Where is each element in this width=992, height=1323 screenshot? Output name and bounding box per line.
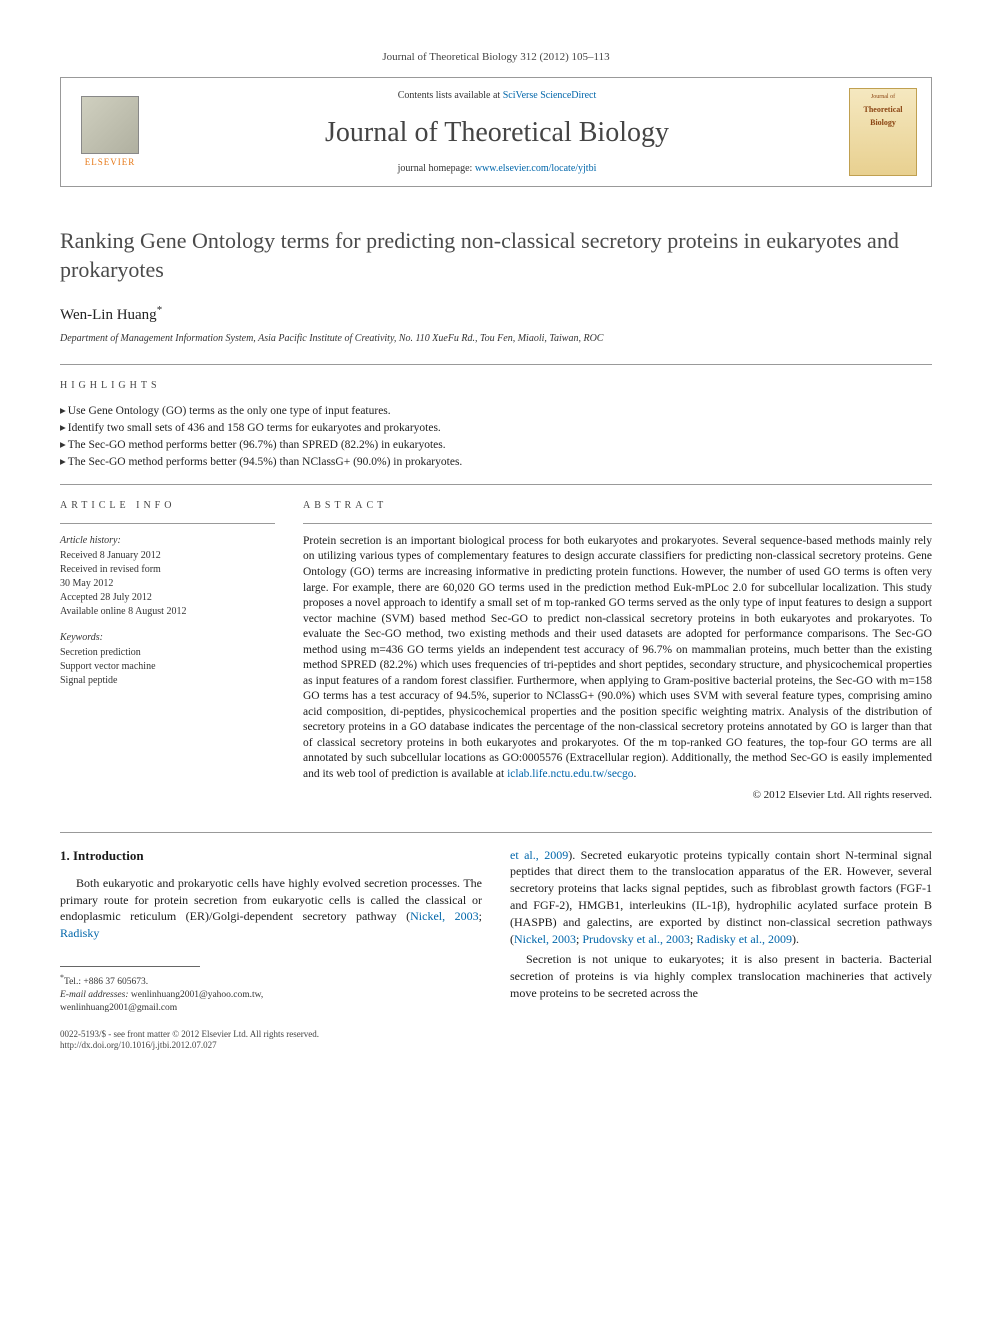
citation-link[interactable]: Nickel, 2003 <box>514 932 576 946</box>
elsevier-tree-icon <box>81 96 139 154</box>
email: wenlinhuang2001@gmail.com <box>60 1002 482 1015</box>
homepage-prefix: journal homepage: <box>398 163 475 174</box>
doi-link[interactable]: http://dx.doi.org/10.1016/j.jtbi.2012.07… <box>60 1040 482 1052</box>
keyword: Secretion prediction <box>60 646 275 660</box>
divider <box>60 364 932 365</box>
citation-link[interactable]: Nickel, 2003 <box>410 909 479 923</box>
highlight-text: Identify two small sets of 436 and 158 G… <box>68 422 441 434</box>
divider <box>60 523 275 524</box>
footnote-block: *Tel.: +886 37 605673. E-mail addresses:… <box>60 973 482 1015</box>
copyright-line: © 2012 Elsevier Ltd. All rights reserved… <box>303 788 932 803</box>
intro-paragraph: Secretion is not unique to eukaryotes; i… <box>510 951 932 1001</box>
elsevier-logo: ELSEVIER <box>75 96 145 169</box>
email: wenlinhuang2001@yahoo.com.tw, <box>131 990 263 1000</box>
citation-link[interactable]: et al., 2009 <box>510 848 568 862</box>
cover-line3: Biology <box>852 117 914 128</box>
article-info-label: ARTICLE INFO <box>60 499 275 513</box>
intro-paragraph: Both eukaryotic and prokaryotic cells ha… <box>60 875 482 942</box>
author-name: Wen-Lin Huang <box>60 307 157 323</box>
bullet-icon: ▸ <box>60 439 66 451</box>
abstract-body: Protein secretion is an important biolog… <box>303 535 932 780</box>
received-date: Received 8 January 2012 <box>60 549 275 563</box>
cover-line2: Theoretical <box>852 104 914 115</box>
highlight-text: The Sec-GO method performs better (94.5%… <box>68 456 463 468</box>
tel-line: *Tel.: +886 37 605673. <box>60 973 482 989</box>
highlight-item: ▸The Sec-GO method performs better (96.7… <box>60 437 932 453</box>
affiliation: Department of Management Information Sys… <box>60 332 932 346</box>
divider <box>303 523 932 524</box>
intro-paragraph: et al., 2009). Secreted eukaryotic prote… <box>510 847 932 948</box>
highlights-label: HIGHLIGHTS <box>60 379 932 393</box>
highlight-item: ▸The Sec-GO method performs better (94.5… <box>60 454 932 470</box>
citation-link[interactable]: Radisky et al., 2009 <box>696 932 792 946</box>
elsevier-label: ELSEVIER <box>85 156 136 169</box>
issn-line: 0022-5193/$ - see front matter © 2012 El… <box>60 1029 482 1052</box>
accepted-date: Accepted 28 July 2012 <box>60 591 275 605</box>
cover-line1: Journal of <box>852 93 914 101</box>
bullet-icon: ▸ <box>60 456 66 468</box>
footnote-divider <box>60 966 200 967</box>
citation-link[interactable]: Prudovsky et al., 2003 <box>582 932 690 946</box>
contents-line: Contents lists available at SciVerse Sci… <box>145 89 849 103</box>
keywords-head: Keywords: <box>60 631 275 645</box>
abstract-tail: . <box>634 768 637 780</box>
highlight-item: ▸Use Gene Ontology (GO) terms as the onl… <box>60 403 932 419</box>
divider <box>60 484 932 485</box>
homepage-link[interactable]: www.elsevier.com/locate/yjtbi <box>475 163 597 174</box>
revised-date: Received in revised form <box>60 563 275 577</box>
abstract-label: ABSTRACT <box>303 499 932 513</box>
intro-text: ). <box>792 932 799 946</box>
homepage-line: journal homepage: www.elsevier.com/locat… <box>145 162 849 176</box>
contents-prefix: Contents lists available at <box>398 90 503 101</box>
article-info: Article history: Received 8 January 2012… <box>60 534 275 688</box>
abstract-text: Protein secretion is an important biolog… <box>303 534 932 782</box>
keyword: Support vector machine <box>60 660 275 674</box>
journal-cover-icon: Journal of Theoretical Biology <box>849 88 917 176</box>
front-matter: 0022-5193/$ - see front matter © 2012 El… <box>60 1029 482 1041</box>
journal-name: Journal of Theoretical Biology <box>145 113 849 152</box>
highlights-list: ▸Use Gene Ontology (GO) terms as the onl… <box>60 403 932 470</box>
tool-link[interactable]: iclab.life.nctu.edu.tw/secgo <box>507 768 633 780</box>
online-date: Available online 8 August 2012 <box>60 605 275 619</box>
email-label: E-mail addresses: <box>60 990 129 1000</box>
revised-date: 30 May 2012 <box>60 577 275 591</box>
keyword: Signal peptide <box>60 674 275 688</box>
highlight-text: Use Gene Ontology (GO) terms as the only… <box>68 405 391 417</box>
bullet-icon: ▸ <box>60 405 66 417</box>
journal-header: ELSEVIER Contents lists available at Sci… <box>60 77 932 187</box>
divider <box>60 832 932 833</box>
highlight-item: ▸Identify two small sets of 436 and 158 … <box>60 420 932 436</box>
author-line: Wen-Lin Huang* <box>60 303 932 326</box>
history-head: Article history: <box>60 534 275 548</box>
intro-heading: 1. Introduction <box>60 847 482 865</box>
sciencedirect-link[interactable]: SciVerse ScienceDirect <box>503 90 597 101</box>
citation-link[interactable]: Radisky <box>60 926 99 940</box>
intro-text: ; <box>479 909 482 923</box>
corresponding-mark: * <box>157 304 163 316</box>
bullet-icon: ▸ <box>60 422 66 434</box>
journal-reference: Journal of Theoretical Biology 312 (2012… <box>60 50 932 65</box>
article-title: Ranking Gene Ontology terms for predicti… <box>60 227 932 284</box>
highlight-text: The Sec-GO method performs better (96.7%… <box>68 439 446 451</box>
